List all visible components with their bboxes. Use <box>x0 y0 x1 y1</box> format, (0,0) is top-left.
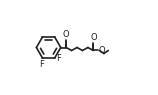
Text: O: O <box>63 30 70 39</box>
Text: F: F <box>40 60 44 69</box>
Text: F: F <box>56 54 61 63</box>
Text: O: O <box>98 46 105 55</box>
Text: O: O <box>90 33 97 42</box>
